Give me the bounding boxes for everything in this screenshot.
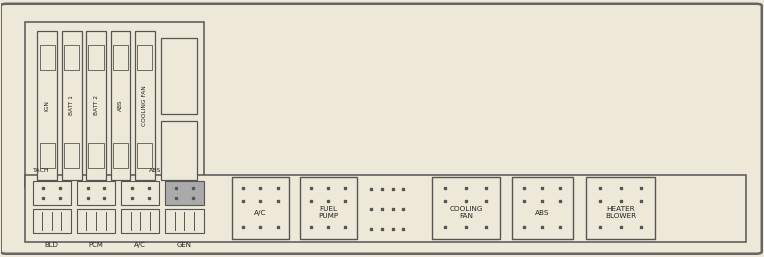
Bar — [166, 209, 203, 233]
Bar — [166, 181, 203, 205]
Bar — [62, 31, 82, 180]
Text: BATT 2: BATT 2 — [93, 96, 99, 115]
Text: PCM: PCM — [89, 242, 103, 248]
Text: COOLING
FAN: COOLING FAN — [449, 206, 483, 219]
Bar — [77, 181, 115, 205]
Bar — [299, 177, 357, 239]
Bar — [161, 121, 197, 180]
FancyBboxPatch shape — [1, 4, 762, 254]
Bar — [512, 177, 573, 239]
Bar — [40, 45, 55, 70]
Bar — [121, 181, 160, 205]
Bar — [231, 177, 289, 239]
Bar — [89, 143, 104, 168]
Bar — [25, 22, 203, 187]
Text: BATT 1: BATT 1 — [69, 96, 74, 115]
Bar — [587, 177, 655, 239]
Text: COOLING FAN: COOLING FAN — [142, 85, 147, 126]
Text: ABS: ABS — [149, 168, 161, 173]
Text: IGN: IGN — [45, 100, 50, 111]
Bar — [86, 31, 106, 180]
Bar — [40, 143, 55, 168]
Bar — [33, 209, 71, 233]
Bar — [113, 45, 128, 70]
Bar — [111, 31, 131, 180]
Text: BLD: BLD — [45, 242, 59, 248]
Bar — [25, 175, 746, 242]
Bar — [64, 143, 79, 168]
Text: GEN: GEN — [177, 242, 192, 248]
Text: ABS: ABS — [118, 100, 123, 111]
Bar — [89, 45, 104, 70]
Bar — [77, 209, 115, 233]
Bar — [432, 177, 500, 239]
Bar — [113, 143, 128, 168]
Text: FUEL
PUMP: FUEL PUMP — [318, 206, 338, 219]
Text: ABS: ABS — [535, 210, 549, 216]
Bar — [135, 31, 155, 180]
Text: A/C: A/C — [254, 210, 267, 216]
Text: A/C: A/C — [134, 242, 146, 248]
Bar — [37, 31, 57, 180]
Bar — [161, 38, 197, 114]
Bar — [33, 181, 71, 205]
Text: HEATER
BLOWER: HEATER BLOWER — [605, 206, 636, 219]
Bar — [64, 45, 79, 70]
Bar — [138, 45, 152, 70]
Bar — [138, 143, 152, 168]
Bar — [121, 209, 160, 233]
Text: TACH: TACH — [33, 168, 50, 173]
